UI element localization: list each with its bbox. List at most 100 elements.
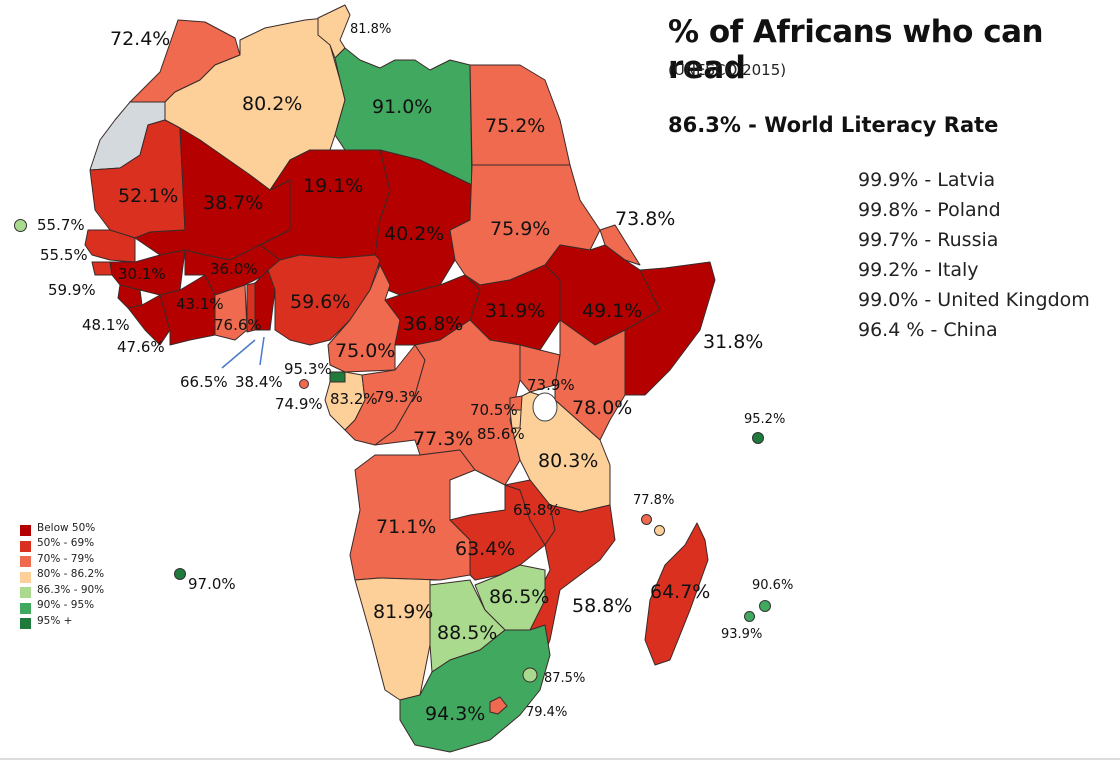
legend-item: 50% - 69% xyxy=(20,536,104,552)
label-chad: 40.2% xyxy=(384,223,445,245)
country-cameroon[interactable] xyxy=(327,264,401,373)
label-st-helena: 97.0% xyxy=(188,575,236,593)
label-senegal: 55.5% xyxy=(40,246,88,264)
label-sierra-leone: 48.1% xyxy=(82,316,130,334)
label-madagascar: 64.7% xyxy=(650,581,711,603)
label-congo: 79.3% xyxy=(375,388,423,406)
label-algeria: 80.2% xyxy=(242,93,303,115)
island-reunion[interactable] xyxy=(744,611,755,622)
arrow-benin xyxy=(259,336,265,366)
comparison-list: 99.9% - Latvia 99.8% - Poland 99.7% - Ru… xyxy=(858,165,1090,345)
label-mozambique: 58.8% xyxy=(572,595,633,617)
label-malawi: 65.8% xyxy=(513,501,561,519)
label-guinea-bissau: 59.9% xyxy=(48,281,96,299)
label-tunisia: 81.8% xyxy=(350,22,392,37)
country-swaziland[interactable] xyxy=(522,667,538,683)
label-cape-verde: 55.7% xyxy=(37,216,85,234)
label-kenya: 78.0% xyxy=(572,397,633,419)
label-sao-tome: 74.9% xyxy=(275,395,323,413)
label-benin: 38.4% xyxy=(235,373,283,391)
legend-label: 90% - 95% xyxy=(37,599,95,612)
label-burkina-faso: 36.0% xyxy=(210,260,258,278)
legend-swatch xyxy=(20,525,31,537)
comparison-item: 99.0% - United Kingdom xyxy=(858,289,1090,311)
country-eritrea[interactable] xyxy=(599,224,641,266)
legend-item: 90% - 95% xyxy=(20,598,104,614)
bottom-divider xyxy=(0,758,1120,760)
legend-label: 86.3% - 90% xyxy=(37,583,105,596)
label-niger: 19.1% xyxy=(303,175,364,197)
label-burundi: 85.6% xyxy=(477,425,525,443)
label-zimbabwe: 86.5% xyxy=(489,586,550,608)
country-ghana[interactable] xyxy=(214,284,248,341)
label-nigeria: 59.6% xyxy=(290,291,351,313)
label-botswana: 88.5% xyxy=(437,622,498,644)
label-mali: 38.7% xyxy=(203,192,264,214)
island-st-helena[interactable] xyxy=(174,568,186,580)
label-cameroon: 75.0% xyxy=(335,340,396,362)
label-south-sudan: 31.9% xyxy=(485,300,546,322)
label-namibia: 81.9% xyxy=(373,601,434,623)
country-benin[interactable] xyxy=(254,269,276,331)
label-car: 36.8% xyxy=(403,313,464,335)
arrow-togo xyxy=(221,339,256,369)
label-ivory-coast: 43.1% xyxy=(176,295,224,313)
country-senegal[interactable] xyxy=(84,229,136,263)
label-south-africa: 94.3% xyxy=(425,703,486,725)
comparison-item: 99.8% - Poland xyxy=(858,199,1001,221)
label-lesotho: 79.4% xyxy=(526,705,568,720)
comparison-item: 99.2% - Italy xyxy=(858,259,979,281)
label-uganda: 73.9% xyxy=(527,376,575,394)
label-comoros: 77.8% xyxy=(633,493,675,508)
country-lesotho[interactable] xyxy=(489,696,508,715)
country-drc[interactable] xyxy=(374,319,521,486)
island-sao-tome[interactable] xyxy=(299,379,309,389)
legend-swatch xyxy=(20,587,31,599)
label-seychelles: 95.2% xyxy=(744,412,786,427)
legend-item: 95% + xyxy=(20,613,104,630)
legend-label: Below 50% xyxy=(37,521,96,534)
lake-victoria xyxy=(532,392,558,422)
world-literacy-rate: 86.3% - World Literacy Rate xyxy=(668,113,999,137)
legend-item: Below 50% xyxy=(20,520,104,537)
legend-item: 86.3% - 90% xyxy=(20,582,105,599)
country-kenya[interactable] xyxy=(554,319,626,441)
legend-swatch xyxy=(20,556,31,568)
label-eritrea: 73.8% xyxy=(615,208,676,230)
source-subtitle: (UNESCO 2015) xyxy=(668,61,787,79)
label-togo: 66.5% xyxy=(180,373,228,391)
label-libya: 91.0% xyxy=(372,96,433,118)
island-cape-verde[interactable] xyxy=(14,219,27,232)
legend-swatch xyxy=(20,571,31,583)
country-namibia[interactable] xyxy=(354,577,441,701)
label-sudan: 75.9% xyxy=(490,218,551,240)
label-eq-guinea: 95.3% xyxy=(284,360,332,378)
country-madagascar[interactable] xyxy=(644,522,709,666)
island-seychelles[interactable] xyxy=(752,432,764,444)
country-somalia[interactable] xyxy=(624,261,716,396)
legend-swatch xyxy=(20,540,31,552)
label-mauritius: 90.6% xyxy=(752,578,794,593)
island-comoros-a[interactable] xyxy=(641,514,652,525)
label-swaziland: 87.5% xyxy=(544,671,586,686)
country-south-africa[interactable] xyxy=(399,624,551,753)
comparison-item: 96.4 % - China xyxy=(858,319,998,341)
label-reunion: 93.9% xyxy=(721,627,763,642)
island-comoros-b[interactable] xyxy=(654,525,665,536)
country-eq-guinea[interactable] xyxy=(329,371,346,383)
island-mauritius[interactable] xyxy=(759,600,771,612)
label-morocco: 72.4% xyxy=(110,28,171,50)
comparison-item: 99.7% - Russia xyxy=(858,229,999,251)
label-somalia: 31.8% xyxy=(703,331,764,353)
legend-swatch xyxy=(20,602,31,614)
legend-swatch xyxy=(20,618,31,630)
country-angola[interactable] xyxy=(349,449,476,581)
country-guinea-bissau[interactable] xyxy=(91,261,113,276)
comparison-item: 99.9% - Latvia xyxy=(858,169,996,191)
country-nigeria[interactable] xyxy=(267,254,381,346)
legend-item: 80% - 86.2% xyxy=(20,567,104,583)
country-south-sudan[interactable] xyxy=(464,264,561,351)
page-title: % of Africans who can read xyxy=(668,14,1044,86)
label-ghana: 76.6% xyxy=(214,316,262,334)
